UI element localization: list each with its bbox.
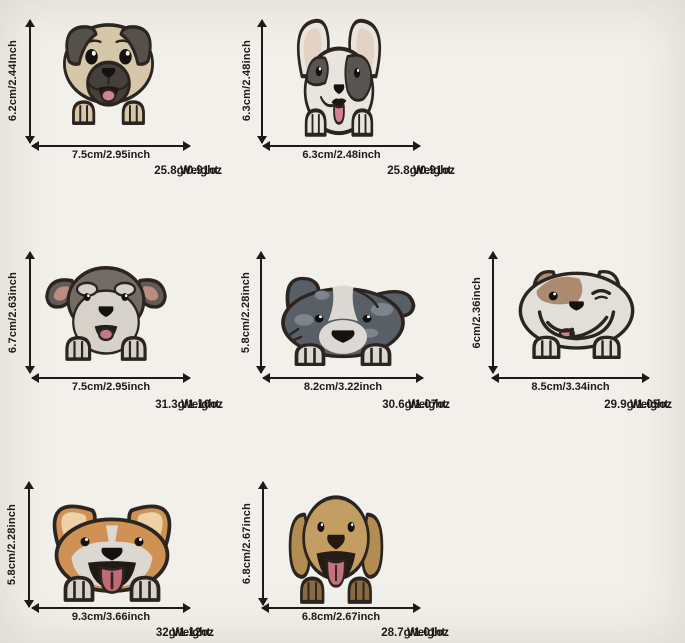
product-cell-french-bulldog: 6.3cm/2.48inch 6.3cm/ (230, 8, 460, 188)
corgi-paws (63, 575, 161, 602)
schnauzer-beard (72, 289, 140, 355)
weight-value: 32g/1.12oz (155, 627, 214, 639)
corgi-left-eye (80, 537, 90, 547)
product-cell-golden-retriever: 6.8cm/2.67inch 6.8cm/2.67inch W (230, 470, 460, 643)
pug-left-eye (85, 48, 98, 65)
weight-prefix: Weight: (630, 399, 672, 411)
width-measure-arrow (31, 141, 191, 151)
weight-value: 29.9g/1.05oz (604, 399, 672, 411)
weight-value: 25.8g/0.91oz (154, 165, 222, 177)
product-cell-pug: 6.2cm/2.44Inch 7.5cm/2.95inc (0, 8, 230, 188)
width-dimension-label: 7.5cm/2.95inch (71, 381, 151, 393)
golden-retriever-sticker (288, 495, 384, 604)
height-measure-arrow (24, 481, 34, 608)
schnauzer-sticker (45, 266, 167, 361)
golden-left-eye (317, 521, 325, 533)
width-dimension-label: 8.5cm/3.34inch (531, 381, 610, 393)
pug-right-ear (119, 25, 152, 66)
collie-paws (294, 343, 392, 367)
english-bulldog-sticker (518, 269, 635, 359)
border-collie-sticker (281, 276, 416, 367)
schnauzer-nose (98, 306, 114, 318)
bulldog-jowls (537, 310, 616, 341)
width-measure-arrow (491, 373, 650, 383)
product-cell-corgi: 5.8cm/2.28inch 9.3cm/ (0, 470, 230, 643)
width-dimension-label: 6.3cm/2.48inch (302, 149, 381, 161)
weight-prefix: Weight: (180, 165, 222, 177)
width-dimension-label: 7.5cm/2.95inch (71, 149, 151, 161)
height-dimension-label: 5.8cm/2.28inch (240, 271, 252, 354)
width-dimension-label: 9.3cm/3.66inch (71, 611, 151, 623)
weight-prefix: Weight: (408, 399, 450, 411)
height-measure-arrow (257, 19, 267, 144)
width-dimension-label: 6.8cm/2.67inch (301, 611, 381, 623)
weight-value: 30.6g/1.07oz (382, 399, 450, 411)
weight-prefix: Weight: (172, 627, 214, 639)
product-cell-schnauzer: 6.7cm/2.63inch 7.5cm/ (0, 240, 230, 425)
height-dimension-label: 6cm/2.36inch (471, 276, 483, 349)
height-dimension-label: 6.2cm/2.44Inch (7, 39, 19, 122)
schnauzer-paws (65, 335, 147, 361)
pug-paws (72, 100, 145, 125)
height-measure-arrow (256, 251, 266, 374)
frenchie-paws (304, 108, 374, 137)
height-dimension-label: 6.7cm/2.63inch (7, 271, 19, 354)
french-bulldog-sticker (296, 18, 382, 137)
golden-nose (327, 534, 345, 550)
weight-value: 31.3g/1.10oz (155, 399, 223, 411)
height-measure-arrow (25, 251, 35, 374)
width-measure-arrow (31, 603, 191, 613)
width-measure-arrow (262, 141, 421, 151)
bulldog-paws (532, 335, 621, 359)
bulldog-head-patch (536, 276, 583, 305)
golden-paws (300, 576, 372, 604)
width-measure-arrow (261, 603, 421, 613)
schnauzer-tongue (97, 327, 115, 342)
collie-blaze (328, 285, 358, 322)
schnauzer-right-eye (121, 293, 129, 302)
pug-brow-wrinkles (86, 39, 131, 44)
height-dimension-label: 5.8cm/2.28inch (6, 503, 18, 586)
height-measure-arrow (258, 481, 268, 606)
width-measure-arrow (262, 373, 424, 383)
pug-right-eye (119, 48, 132, 65)
frenchie-right-eye-patch (344, 53, 373, 102)
frenchie-left-eye (315, 66, 323, 77)
schnauzer-left-eye (83, 293, 91, 302)
height-dimension-label: 6.8cm/2.67inch (241, 502, 253, 585)
weight-prefix: Weight: (181, 399, 223, 411)
height-measure-arrow (488, 251, 498, 374)
pug-left-ear (65, 25, 98, 66)
product-cell-english-bulldog: 6cm/2.36inch 8.5cm/3.34inch Wei (460, 240, 685, 425)
bulldog-wink-eye (591, 289, 612, 295)
golden-right-eye (347, 521, 355, 533)
height-measure-arrow (25, 19, 35, 144)
frenchie-nose (333, 84, 345, 95)
corgi-blaze (106, 525, 118, 544)
pug-nose (101, 68, 116, 78)
frenchie-right-eye (353, 68, 361, 78)
product-cell-border-collie: 5.8cm/2.28inch 8.2cm/ (235, 240, 465, 425)
collie-left-eye (314, 314, 324, 323)
collie-right-eye (362, 314, 372, 323)
height-dimension-label: 6.3cm/2.48inch (241, 39, 253, 122)
weight-prefix: Weight: (407, 627, 449, 639)
pug-tongue (100, 88, 117, 103)
weight-value: 28.7g/1.01oz (381, 627, 449, 639)
bulldog-open-eye (548, 291, 558, 301)
bulldog-mouth (546, 315, 609, 339)
width-measure-arrow (31, 373, 191, 383)
bulldog-nose (569, 301, 584, 311)
weight-prefix: Weight: (413, 165, 455, 177)
weight-value: 25.8g/0.91oz (387, 165, 455, 177)
corgi-sticker (52, 504, 172, 602)
corgi-right-eye (134, 537, 144, 547)
frenchie-tongue (333, 104, 345, 125)
pug-sticker (63, 23, 154, 125)
collie-nose (331, 330, 355, 343)
width-dimension-label: 8.2cm/3.22inch (303, 381, 383, 393)
corgi-nose (101, 547, 123, 561)
